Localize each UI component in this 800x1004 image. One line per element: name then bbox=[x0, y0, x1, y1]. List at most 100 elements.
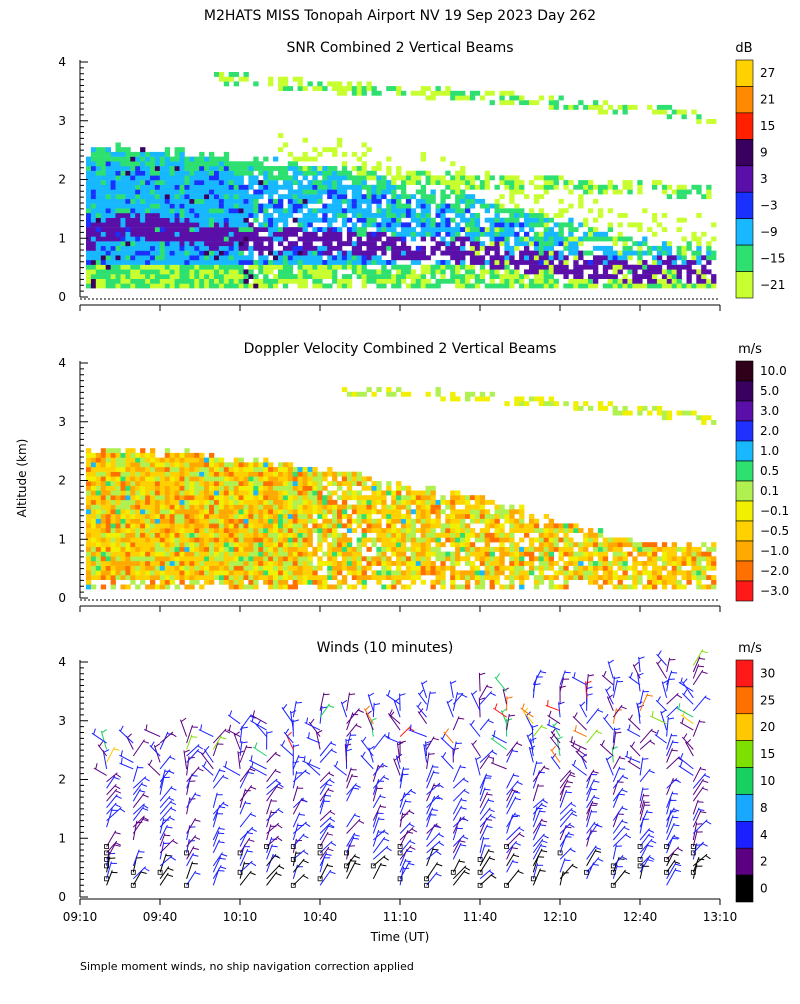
snr-cell bbox=[539, 218, 544, 223]
doppler-cell bbox=[406, 486, 411, 491]
snr-cell bbox=[367, 274, 372, 279]
doppler-cell bbox=[258, 542, 263, 547]
doppler-cell bbox=[111, 552, 116, 557]
doppler-cell bbox=[175, 552, 180, 557]
snr-cell bbox=[145, 269, 150, 274]
snr-cell bbox=[445, 251, 450, 256]
doppler-cell bbox=[229, 519, 234, 524]
snr-cell bbox=[204, 279, 209, 284]
doppler-cell bbox=[170, 533, 175, 538]
snr-cell bbox=[342, 265, 347, 270]
doppler-cell bbox=[421, 552, 426, 557]
snr-cell bbox=[524, 237, 529, 242]
snr-cell bbox=[367, 147, 372, 152]
doppler-cell bbox=[421, 533, 426, 538]
doppler-cell bbox=[465, 538, 470, 543]
snr-cell bbox=[234, 218, 239, 223]
doppler-cell bbox=[332, 585, 337, 590]
doppler-cell bbox=[381, 528, 386, 533]
doppler-cell bbox=[244, 552, 249, 557]
snr-cell bbox=[426, 269, 431, 274]
doppler-cell bbox=[431, 486, 436, 491]
doppler-cell bbox=[209, 533, 214, 538]
doppler-cell bbox=[204, 552, 209, 557]
snr-cell bbox=[485, 218, 490, 223]
doppler-cell bbox=[391, 585, 396, 590]
doppler-cell bbox=[554, 547, 559, 552]
snr-cell bbox=[130, 185, 135, 190]
snr-cell bbox=[499, 260, 504, 265]
doppler-cell bbox=[406, 514, 411, 519]
snr-cell bbox=[480, 265, 485, 270]
doppler-cell bbox=[180, 486, 185, 491]
doppler-cell bbox=[165, 519, 170, 524]
snr-cell bbox=[455, 204, 460, 209]
doppler-cell bbox=[465, 552, 470, 557]
doppler-cell bbox=[421, 542, 426, 547]
doppler-cell bbox=[111, 580, 116, 585]
snr-cell bbox=[184, 269, 189, 274]
doppler-cell bbox=[273, 538, 278, 543]
doppler-cell bbox=[204, 570, 209, 575]
doppler-cell bbox=[86, 472, 91, 477]
snr-cell bbox=[367, 222, 372, 227]
doppler-cell bbox=[293, 538, 298, 543]
snr-cell bbox=[204, 161, 209, 166]
snr-cell bbox=[691, 251, 696, 256]
doppler-cell bbox=[475, 580, 480, 585]
snr-cell bbox=[234, 227, 239, 232]
snr-cell bbox=[150, 185, 155, 190]
doppler-cell bbox=[440, 542, 445, 547]
doppler-cell bbox=[86, 575, 91, 580]
snr-cell bbox=[204, 269, 209, 274]
snr-cell bbox=[175, 185, 180, 190]
doppler-cell bbox=[485, 514, 490, 519]
doppler-cell bbox=[303, 561, 308, 566]
doppler-cell bbox=[308, 533, 313, 538]
snr-cell bbox=[91, 190, 96, 195]
snr-cell bbox=[613, 110, 618, 115]
snr-cell bbox=[229, 251, 234, 256]
snr-cell bbox=[342, 222, 347, 227]
doppler-cell bbox=[145, 453, 150, 458]
doppler-cell bbox=[578, 552, 583, 557]
snr-cell bbox=[426, 86, 431, 91]
doppler-cell bbox=[386, 481, 391, 486]
snr-cell bbox=[121, 171, 126, 176]
snr-cell bbox=[180, 260, 185, 265]
doppler-cell bbox=[347, 476, 352, 481]
doppler-cell bbox=[514, 397, 519, 402]
snr-cell bbox=[563, 265, 568, 270]
doppler-cell bbox=[539, 570, 544, 575]
doppler-cell bbox=[362, 533, 367, 538]
doppler-cell bbox=[322, 514, 327, 519]
snr-cell bbox=[519, 222, 524, 227]
doppler-cell bbox=[96, 491, 101, 496]
doppler-cell bbox=[573, 566, 578, 571]
snr-cell bbox=[199, 246, 204, 251]
snr-cell bbox=[509, 194, 514, 199]
snr-cell bbox=[332, 81, 337, 86]
doppler-cell bbox=[396, 491, 401, 496]
snr-cell bbox=[175, 147, 180, 152]
doppler-cell bbox=[436, 552, 441, 557]
doppler-cell bbox=[229, 486, 234, 491]
snr-cell bbox=[593, 218, 598, 223]
snr-cell bbox=[91, 204, 96, 209]
snr-cell bbox=[347, 232, 352, 237]
snr-cell bbox=[593, 232, 598, 237]
snr-cell bbox=[450, 204, 455, 209]
snr-cell bbox=[544, 218, 549, 223]
doppler-cell bbox=[263, 523, 268, 528]
snr-cell bbox=[475, 241, 480, 246]
doppler-cell bbox=[342, 523, 347, 528]
doppler-cell bbox=[440, 570, 445, 575]
doppler-cell bbox=[194, 481, 199, 486]
doppler-cell bbox=[470, 575, 475, 580]
snr-cell bbox=[672, 260, 677, 265]
snr-cell bbox=[175, 255, 180, 260]
doppler-cell bbox=[189, 509, 194, 514]
snr-cell bbox=[706, 269, 711, 274]
snr-cell bbox=[662, 241, 667, 246]
snr-cell bbox=[367, 194, 372, 199]
